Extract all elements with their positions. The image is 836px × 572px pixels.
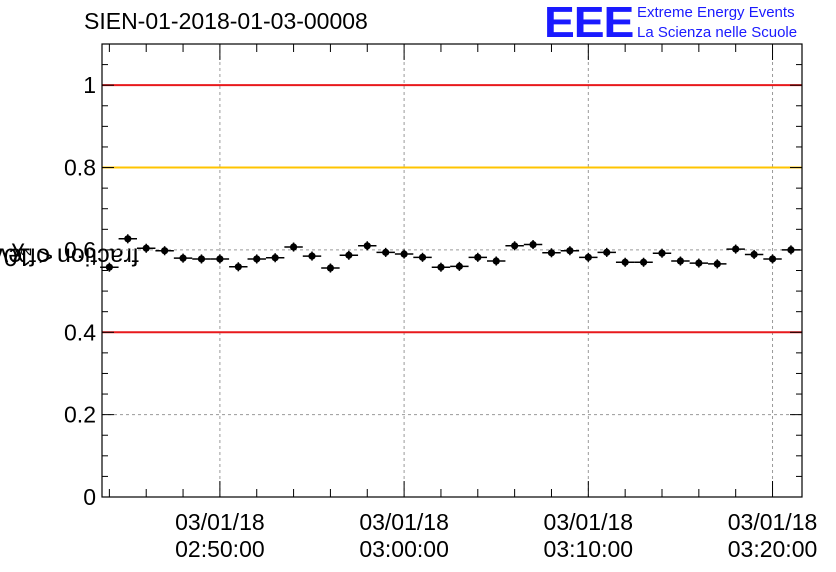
x-tick-label-date: 03/01/18 — [359, 509, 449, 535]
logo-text-line1: Extreme Energy Events — [637, 4, 795, 21]
data-marker — [474, 253, 482, 261]
data-marker — [455, 262, 463, 270]
data-point — [487, 256, 506, 266]
data-point — [579, 252, 598, 262]
data-marker — [179, 254, 187, 262]
data-marker — [400, 250, 408, 258]
data-marker — [289, 243, 298, 251]
data-marker — [216, 255, 224, 263]
data-point — [394, 249, 414, 259]
data-marker — [437, 263, 445, 271]
data-point — [468, 252, 487, 262]
data-marker — [676, 257, 685, 265]
data-point — [229, 262, 248, 272]
data-point — [431, 262, 451, 272]
data-marker — [658, 249, 666, 257]
data-marker — [603, 248, 611, 256]
data-point — [284, 242, 303, 252]
data-point — [339, 250, 359, 260]
data-marker — [308, 252, 316, 260]
data-marker — [197, 255, 206, 263]
y-tick-label: 0.4 — [64, 319, 96, 345]
data-point — [763, 254, 782, 264]
x-tick-label-date: 03/01/18 — [544, 509, 634, 535]
x-tick-label-date: 03/01/18 — [175, 509, 265, 535]
x-tick-label-date: 03/01/18 — [728, 509, 818, 535]
data-point — [450, 261, 469, 271]
data-point — [634, 257, 653, 267]
data-marker — [161, 247, 169, 255]
data-point — [192, 254, 211, 264]
data-point — [781, 245, 801, 255]
data-marker — [768, 255, 777, 263]
data-marker — [584, 253, 592, 261]
data-point — [542, 248, 561, 258]
y-tick-label: 1 — [83, 72, 96, 98]
data-marker — [345, 251, 353, 259]
data-marker — [787, 246, 795, 254]
data-marker — [511, 242, 519, 250]
y-tick-label: 0.6 — [64, 237, 96, 263]
data-marker — [253, 255, 261, 263]
data-point — [505, 241, 524, 251]
data-marker — [492, 257, 500, 265]
eee-logo-mark: EEE — [544, 0, 634, 47]
data-point — [100, 262, 119, 272]
data-marker — [382, 248, 390, 256]
x-tick-label-time: 02:50:00 — [175, 536, 265, 562]
data-point — [118, 234, 137, 244]
data-point — [210, 254, 230, 264]
data-point — [265, 253, 285, 263]
data-marker — [566, 247, 574, 255]
data-marker — [713, 260, 721, 268]
data-point — [744, 249, 764, 259]
data-marker — [105, 263, 113, 271]
data-marker — [271, 254, 279, 262]
data-point — [247, 254, 266, 264]
data-point — [652, 248, 672, 258]
data-point — [358, 241, 377, 251]
data-marker — [732, 245, 740, 253]
data-marker — [750, 250, 758, 259]
data-point — [376, 247, 395, 257]
data-point — [689, 258, 709, 268]
y-tick-label: 0.2 — [64, 402, 96, 428]
data-point — [615, 257, 635, 267]
data-point — [708, 259, 727, 269]
data-point — [302, 251, 322, 261]
data-point — [597, 247, 616, 257]
x-tick-label-time: 03:10:00 — [544, 536, 634, 562]
data-point — [413, 252, 432, 262]
data-marker — [234, 263, 242, 271]
data-point — [173, 253, 193, 263]
logo-text-line2: La Scienza nelle Scuole — [637, 24, 798, 41]
x-tick-label-time: 03:20:00 — [728, 536, 818, 562]
data-point — [726, 244, 745, 254]
data-marker — [529, 240, 537, 249]
x-tick-label-time: 03:00:00 — [359, 536, 449, 562]
data-marker — [124, 235, 132, 243]
data-marker — [695, 259, 703, 267]
data-marker — [547, 249, 556, 257]
data-marker — [363, 242, 371, 250]
data-marker — [142, 244, 150, 252]
data-marker — [639, 258, 648, 266]
data-marker — [326, 264, 335, 272]
data-point — [671, 256, 690, 266]
data-point — [523, 240, 543, 250]
data-marker — [418, 253, 427, 261]
data-point — [321, 263, 340, 273]
data-point — [560, 246, 580, 256]
data-point — [155, 246, 174, 256]
chart-title: SIEN-01-2018-01-03-00008 — [84, 8, 368, 34]
y-tick-label: 0.8 — [64, 155, 96, 181]
data-point — [137, 243, 156, 253]
data-marker — [621, 258, 629, 266]
plot-frame — [101, 43, 803, 498]
y-tick-label: 0 — [83, 484, 96, 510]
